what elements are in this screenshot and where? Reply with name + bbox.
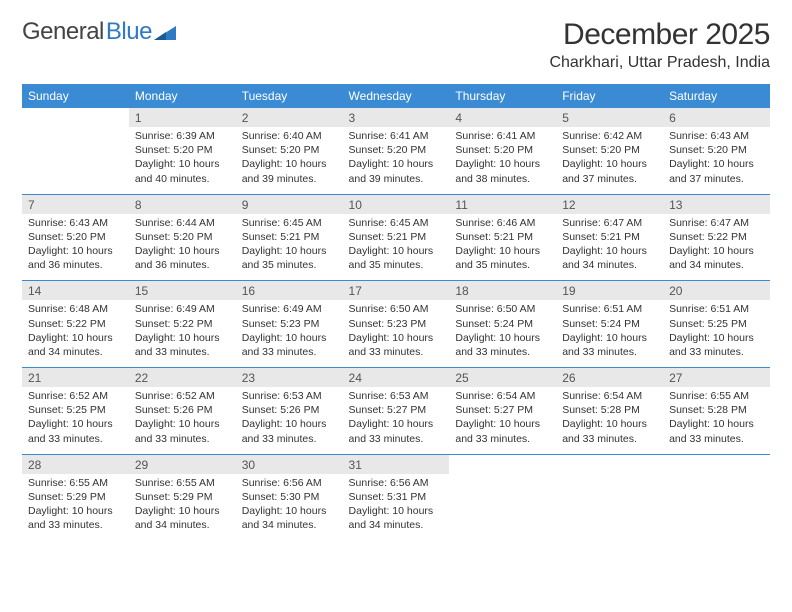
day-header: Thursday xyxy=(449,84,556,108)
day-header: Tuesday xyxy=(236,84,343,108)
day-number-cell: 4 xyxy=(449,108,556,127)
day-number-cell: 24 xyxy=(343,368,450,388)
day-detail-cell xyxy=(22,127,129,194)
day-header: Friday xyxy=(556,84,663,108)
day-number-cell xyxy=(449,454,556,474)
day-detail-cell: Sunrise: 6:55 AMSunset: 5:29 PMDaylight:… xyxy=(22,474,129,541)
logo-text-blue: Blue xyxy=(106,18,152,46)
logo-triangle-icon xyxy=(154,23,176,41)
day-number-cell: 11 xyxy=(449,194,556,214)
day-number-cell: 27 xyxy=(663,368,770,388)
day-number-cell: 18 xyxy=(449,281,556,301)
day-number-cell: 30 xyxy=(236,454,343,474)
day-number-cell: 10 xyxy=(343,194,450,214)
day-header: Wednesday xyxy=(343,84,450,108)
day-header: Saturday xyxy=(663,84,770,108)
day-detail-cell: Sunrise: 6:45 AMSunset: 5:21 PMDaylight:… xyxy=(343,214,450,281)
day-number-cell: 23 xyxy=(236,368,343,388)
day-number-cell: 15 xyxy=(129,281,236,301)
day-number-cell: 20 xyxy=(663,281,770,301)
day-number-cell: 22 xyxy=(129,368,236,388)
day-detail-cell: Sunrise: 6:40 AMSunset: 5:20 PMDaylight:… xyxy=(236,127,343,194)
day-detail-cell: Sunrise: 6:42 AMSunset: 5:20 PMDaylight:… xyxy=(556,127,663,194)
day-number-cell xyxy=(22,108,129,127)
day-detail-cell: Sunrise: 6:43 AMSunset: 5:20 PMDaylight:… xyxy=(22,214,129,281)
day-detail-cell: Sunrise: 6:56 AMSunset: 5:30 PMDaylight:… xyxy=(236,474,343,541)
calendar-body: 123456Sunrise: 6:39 AMSunset: 5:20 PMDay… xyxy=(22,108,770,540)
day-detail-cell: Sunrise: 6:50 AMSunset: 5:24 PMDaylight:… xyxy=(449,300,556,367)
day-number-cell: 29 xyxy=(129,454,236,474)
day-number-cell: 2 xyxy=(236,108,343,127)
day-detail-cell: Sunrise: 6:47 AMSunset: 5:22 PMDaylight:… xyxy=(663,214,770,281)
day-number-cell: 26 xyxy=(556,368,663,388)
day-detail-cell: Sunrise: 6:49 AMSunset: 5:23 PMDaylight:… xyxy=(236,300,343,367)
day-number-cell xyxy=(556,454,663,474)
day-number-cell: 5 xyxy=(556,108,663,127)
day-number-cell: 17 xyxy=(343,281,450,301)
day-number-cell: 13 xyxy=(663,194,770,214)
day-detail-cell: Sunrise: 6:53 AMSunset: 5:27 PMDaylight:… xyxy=(343,387,450,454)
day-detail-cell: Sunrise: 6:41 AMSunset: 5:20 PMDaylight:… xyxy=(343,127,450,194)
day-number-cell: 1 xyxy=(129,108,236,127)
day-number-cell: 3 xyxy=(343,108,450,127)
day-detail-cell: Sunrise: 6:44 AMSunset: 5:20 PMDaylight:… xyxy=(129,214,236,281)
day-detail-cell: Sunrise: 6:46 AMSunset: 5:21 PMDaylight:… xyxy=(449,214,556,281)
location-text: Charkhari, Uttar Pradesh, India xyxy=(549,54,770,72)
day-number-cell: 28 xyxy=(22,454,129,474)
day-detail-cell: Sunrise: 6:55 AMSunset: 5:29 PMDaylight:… xyxy=(129,474,236,541)
logo-text-gray: General xyxy=(22,18,104,46)
day-detail-cell: Sunrise: 6:52 AMSunset: 5:26 PMDaylight:… xyxy=(129,387,236,454)
day-header: Sunday xyxy=(22,84,129,108)
day-detail-cell: Sunrise: 6:51 AMSunset: 5:24 PMDaylight:… xyxy=(556,300,663,367)
logo: GeneralBlue xyxy=(22,18,176,46)
day-detail-cell: Sunrise: 6:43 AMSunset: 5:20 PMDaylight:… xyxy=(663,127,770,194)
day-number-cell: 16 xyxy=(236,281,343,301)
day-number-cell xyxy=(663,454,770,474)
day-header: Monday xyxy=(129,84,236,108)
day-detail-cell xyxy=(556,474,663,541)
day-detail-cell: Sunrise: 6:50 AMSunset: 5:23 PMDaylight:… xyxy=(343,300,450,367)
day-header-row: Sunday Monday Tuesday Wednesday Thursday… xyxy=(22,84,770,108)
day-number-cell: 9 xyxy=(236,194,343,214)
day-detail-cell: Sunrise: 6:39 AMSunset: 5:20 PMDaylight:… xyxy=(129,127,236,194)
day-detail-cell: Sunrise: 6:45 AMSunset: 5:21 PMDaylight:… xyxy=(236,214,343,281)
day-number-cell: 25 xyxy=(449,368,556,388)
month-title: December 2025 xyxy=(549,18,770,52)
day-detail-cell xyxy=(449,474,556,541)
day-detail-cell: Sunrise: 6:56 AMSunset: 5:31 PMDaylight:… xyxy=(343,474,450,541)
day-detail-cell: Sunrise: 6:41 AMSunset: 5:20 PMDaylight:… xyxy=(449,127,556,194)
day-number-cell: 6 xyxy=(663,108,770,127)
day-number-cell: 31 xyxy=(343,454,450,474)
day-detail-cell: Sunrise: 6:54 AMSunset: 5:28 PMDaylight:… xyxy=(556,387,663,454)
day-detail-cell: Sunrise: 6:48 AMSunset: 5:22 PMDaylight:… xyxy=(22,300,129,367)
day-detail-cell: Sunrise: 6:47 AMSunset: 5:21 PMDaylight:… xyxy=(556,214,663,281)
day-detail-cell: Sunrise: 6:53 AMSunset: 5:26 PMDaylight:… xyxy=(236,387,343,454)
calendar-table: Sunday Monday Tuesday Wednesday Thursday… xyxy=(22,84,770,540)
day-detail-cell xyxy=(663,474,770,541)
day-number-cell: 8 xyxy=(129,194,236,214)
day-number-cell: 7 xyxy=(22,194,129,214)
day-number-cell: 19 xyxy=(556,281,663,301)
day-number-cell: 21 xyxy=(22,368,129,388)
day-detail-cell: Sunrise: 6:54 AMSunset: 5:27 PMDaylight:… xyxy=(449,387,556,454)
day-detail-cell: Sunrise: 6:55 AMSunset: 5:28 PMDaylight:… xyxy=(663,387,770,454)
day-number-cell: 14 xyxy=(22,281,129,301)
day-detail-cell: Sunrise: 6:51 AMSunset: 5:25 PMDaylight:… xyxy=(663,300,770,367)
day-detail-cell: Sunrise: 6:49 AMSunset: 5:22 PMDaylight:… xyxy=(129,300,236,367)
header: GeneralBlue December 2025 Charkhari, Utt… xyxy=(22,18,770,72)
day-number-cell: 12 xyxy=(556,194,663,214)
day-detail-cell: Sunrise: 6:52 AMSunset: 5:25 PMDaylight:… xyxy=(22,387,129,454)
title-block: December 2025 Charkhari, Uttar Pradesh, … xyxy=(549,18,770,72)
